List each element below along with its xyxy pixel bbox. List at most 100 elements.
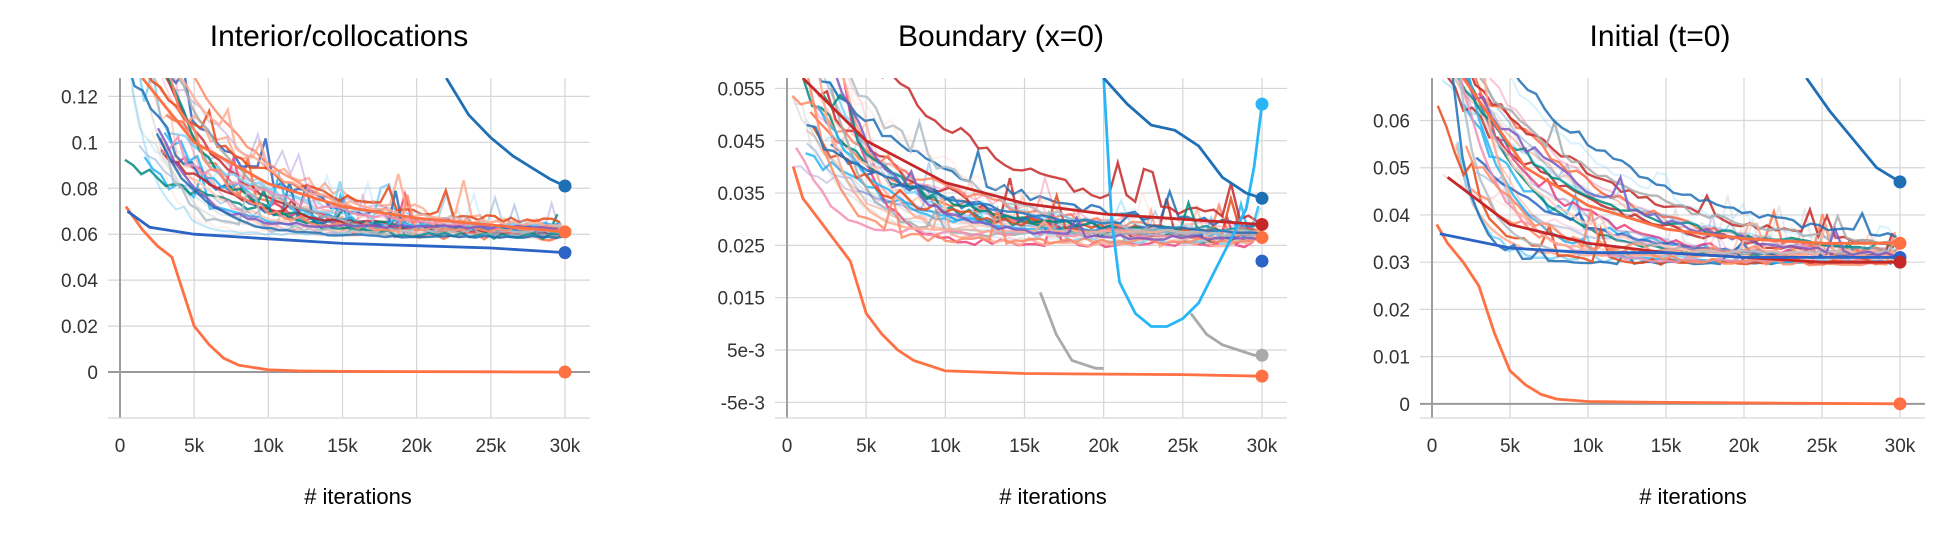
series-line [126, 210, 566, 254]
x-tick-label: 5k [184, 436, 205, 457]
series-line [1435, 223, 1901, 406]
x-tick-label: 20k [401, 436, 432, 457]
x-tick-label: 10k [930, 436, 961, 457]
series-line [124, 205, 566, 374]
run-line [807, 78, 1260, 246]
series-line [1189, 312, 1262, 357]
x-tick-label: 25k [476, 436, 507, 457]
end-marker [1893, 236, 1907, 250]
run-line [1454, 171, 1893, 256]
y-tick-label: 0.045 [717, 132, 765, 153]
y-tick-label: 0.04 [1373, 206, 1410, 227]
x-tick-label: 0 [782, 436, 793, 457]
run-line [1456, 141, 1896, 264]
y-tick-label: 0.06 [61, 225, 98, 246]
x-tick-label: 5k [1500, 436, 1521, 457]
run-line [179, 78, 563, 228]
chart-panel-1: Interior/collocations 0 5k 10k 15k 20k 25k 30k 0… [61, 20, 590, 509]
y-tick-label: 0.12 [61, 87, 98, 108]
x-axis-label: # iterations [999, 484, 1107, 509]
y-tick-label: 0.1 [72, 133, 98, 154]
y-tick-label: 5e-3 [727, 341, 765, 362]
series-line [801, 78, 1263, 226]
run-line [811, 125, 1258, 236]
x-tick-label: 25k [1807, 436, 1838, 457]
chart-panel-2: Boundary (x=0) 0 5k 10k 15k 20k 25k 30k -5e-3 5e-… [717, 20, 1287, 509]
end-marker [1255, 217, 1269, 231]
x-tick-label: 20k [1088, 436, 1119, 457]
run-line [150, 130, 560, 236]
y-tick-label: 0.02 [61, 317, 98, 338]
run-line [824, 130, 1262, 233]
x-tick-label: 0 [1427, 436, 1438, 457]
y-tick-label: 0.08 [61, 179, 98, 200]
x-tick-label: 10k [1573, 436, 1604, 457]
run-line [148, 78, 561, 224]
series-line [445, 78, 566, 188]
series-line [1439, 232, 1900, 259]
run-line [821, 93, 1259, 234]
y-tick-label: 0.015 [717, 289, 765, 310]
y-tick-label: 0.055 [717, 79, 765, 100]
run-line [130, 78, 560, 237]
series-line [1102, 78, 1263, 200]
end-marker [1255, 348, 1269, 362]
x-axis-label: # iterations [304, 484, 412, 509]
series-line [1038, 292, 1104, 370]
x-tick-label: 15k [1651, 436, 1682, 457]
run-line [1516, 78, 1897, 239]
y-tick-label: 0.03 [1373, 253, 1410, 274]
x-tick-label: 15k [327, 436, 358, 457]
run-line [818, 78, 1257, 228]
chart-panel-3: Initial (t=0) 0 5k 10k 15k 20k 25k 30k 0 0.01 0.02… [1373, 20, 1925, 509]
run-line [1464, 145, 1897, 267]
run-line [1474, 91, 1896, 260]
series-line [1102, 78, 1264, 328]
end-marker [1255, 191, 1269, 205]
x-axis-label: # iterations [1639, 484, 1747, 509]
panel-title: Boundary (x=0) [898, 20, 1104, 53]
x-tick-label: 10k [253, 436, 284, 457]
plot-area [1435, 78, 1901, 406]
end-marker [1255, 231, 1269, 245]
y-tick-label: 0.035 [717, 184, 765, 205]
series-line [141, 78, 566, 234]
end-marker [1255, 254, 1269, 268]
y-tick-label: -5e-3 [721, 393, 765, 414]
end-marker [558, 246, 572, 260]
panel-title: Initial (t=0) [1590, 20, 1731, 53]
y-tick-label: 0.04 [61, 271, 98, 292]
x-tick-label: 15k [1009, 436, 1040, 457]
end-marker [1255, 97, 1269, 111]
end-marker [558, 179, 572, 193]
x-tick-label: 0 [115, 436, 126, 457]
x-tick-label: 5k [856, 436, 877, 457]
run-line [806, 142, 1260, 237]
series-line [791, 166, 1263, 378]
run-line [835, 78, 1260, 241]
run-line [1462, 78, 1896, 258]
end-marker [1893, 397, 1907, 411]
run-line [838, 78, 1258, 233]
y-tick-label: 0 [87, 363, 98, 384]
plot-area [791, 78, 1264, 378]
panel-title: Interior/collocations [210, 20, 468, 53]
y-tick-label: 0.05 [1373, 159, 1410, 180]
run-line [166, 78, 560, 241]
y-tick-label: 0.01 [1373, 348, 1410, 369]
y-tick-label: 0.06 [1373, 112, 1410, 133]
run-line [155, 133, 566, 240]
end-marker [558, 225, 572, 239]
x-tick-label: 20k [1729, 436, 1760, 457]
run-line [1510, 78, 1898, 248]
end-marker [558, 365, 572, 379]
y-tick-label: 0.025 [717, 236, 765, 257]
run-line [806, 123, 1260, 235]
x-tick-label: 30k [1885, 436, 1916, 457]
run-line [842, 78, 1257, 249]
run-line [805, 118, 1260, 237]
series-line [1805, 78, 1901, 184]
end-marker [1893, 175, 1907, 189]
x-tick-label: 25k [1168, 436, 1199, 457]
